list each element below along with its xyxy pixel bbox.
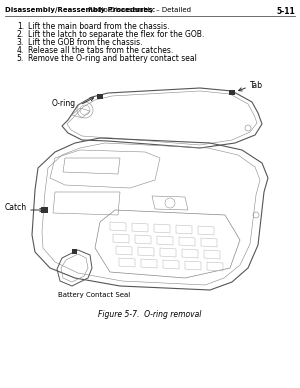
Text: Lift the main board from the chassis.: Lift the main board from the chassis. bbox=[28, 22, 170, 31]
Text: 3.: 3. bbox=[17, 38, 24, 47]
Text: 2.: 2. bbox=[17, 30, 24, 39]
Text: 1.: 1. bbox=[17, 22, 24, 31]
Text: Disassembly/Reassembly Procedures:: Disassembly/Reassembly Procedures: bbox=[5, 7, 155, 13]
Text: 5.: 5. bbox=[17, 54, 24, 63]
Text: Radio Disassembly – Detailed: Radio Disassembly – Detailed bbox=[86, 7, 191, 13]
Bar bbox=[41, 207, 48, 213]
Text: Lift the GOB from the chassis.: Lift the GOB from the chassis. bbox=[28, 38, 142, 47]
Bar bbox=[97, 94, 103, 99]
Text: 4.: 4. bbox=[17, 46, 24, 55]
Text: Release all the tabs from the catches.: Release all the tabs from the catches. bbox=[28, 46, 173, 55]
Text: Lift the latch to separate the flex for the GOB.: Lift the latch to separate the flex for … bbox=[28, 30, 204, 39]
Text: Figure 5-7.  O-ring removal: Figure 5-7. O-ring removal bbox=[98, 310, 202, 319]
Text: Catch: Catch bbox=[5, 203, 27, 213]
Bar bbox=[229, 90, 235, 95]
Text: Tab: Tab bbox=[250, 80, 263, 90]
Text: 5-11: 5-11 bbox=[276, 7, 295, 16]
Bar bbox=[72, 249, 77, 254]
Text: Remove the O-ring and battery contact seal: Remove the O-ring and battery contact se… bbox=[28, 54, 197, 63]
Text: Battery Contact Seal: Battery Contact Seal bbox=[58, 292, 130, 298]
Text: O-ring: O-ring bbox=[52, 99, 76, 107]
